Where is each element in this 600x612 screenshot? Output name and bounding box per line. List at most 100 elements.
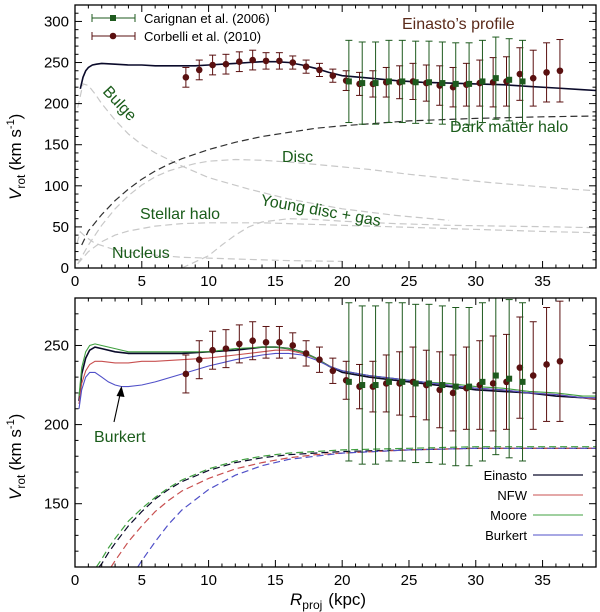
top-xtick-label: 35: [534, 273, 551, 290]
top-point-corbelli-et-al-2010: [529, 49, 537, 107]
bot-xtick-label: 20: [334, 572, 351, 589]
marker-square: [385, 78, 392, 85]
marker-square: [479, 78, 486, 85]
bottom-y-axis-label: Vrot (km s-1): [5, 414, 28, 500]
bot-series-einasto-total: [78, 346, 596, 401]
marker-circle: [556, 357, 564, 365]
top-xtick-label: 10: [200, 273, 217, 290]
top-ytick-label: 300: [44, 13, 69, 30]
marker-circle: [329, 72, 337, 79]
top-point-carignan-et-al-2006: [398, 39, 406, 124]
xlabel-unit: (kpc): [328, 590, 366, 609]
top-point-carignan-et-al-2006: [505, 38, 513, 122]
legend-nfw-label: NFW: [497, 488, 527, 503]
top-series-young-disc-gas: [181, 218, 596, 268]
bot-point-corbelli-et-al-2010: [195, 340, 203, 380]
bottom-x-axis-label: Rproj (kpc): [290, 590, 366, 612]
bot-point-corbelli-et-al-2010: [516, 316, 524, 419]
marker-circle: [543, 361, 550, 368]
top-series-dark-matter-halo: [81, 115, 596, 246]
bot-yunit-close: ): [6, 414, 25, 420]
top-ytick-label: 100: [44, 178, 69, 195]
top-point-carignan-et-al-2006: [425, 40, 433, 124]
marker-square: [345, 78, 352, 85]
label-bulge: Bulge: [99, 83, 139, 125]
burkert-annotation: Burkert: [94, 386, 146, 446]
top-point-corbelli-et-al-2010: [195, 59, 203, 81]
marker-square: [439, 382, 446, 389]
bot-point-carignan-et-al-2006: [425, 303, 433, 464]
top-series-layer: [76, 60, 596, 268]
marker-circle: [222, 60, 230, 68]
top-xtick-label: 15: [267, 273, 284, 290]
marker-circle: [329, 367, 337, 375]
marker-circle: [316, 356, 323, 364]
marker-square: [426, 380, 433, 387]
top-point-corbelli-et-al-2010: [315, 62, 323, 78]
top-point-carignan-et-al-2006: [372, 41, 380, 125]
marker-circle: [529, 372, 537, 379]
top-plot-frame: [74, 4, 597, 269]
legend-carignan-marker: [110, 15, 116, 21]
bot-point-corbelli-et-al-2010: [249, 321, 257, 361]
top-point-corbelli-et-al-2010: [289, 55, 297, 70]
top-point-carignan-et-al-2006: [492, 36, 500, 120]
bot-series-nfw-halo: [110, 447, 596, 567]
xlabel-main: R: [290, 590, 302, 609]
top-point-corbelli-et-al-2010: [235, 51, 243, 73]
bot-point-carignan-et-al-2006: [385, 302, 393, 462]
marker-circle: [489, 380, 497, 387]
bot-series-burkert-halo: [137, 447, 596, 567]
marker-square: [359, 382, 366, 389]
bot-ytick-label: 150: [44, 496, 69, 513]
bot-series-nfw-total: [78, 349, 596, 405]
marker-circle: [182, 370, 190, 378]
bot-xtick-label: 10: [200, 572, 217, 589]
top-point-corbelli-et-al-2010: [543, 42, 551, 103]
top-legend: Carignan et al. (2006) Corbelli et al. (…: [91, 11, 270, 44]
marker-circle: [289, 59, 297, 66]
marker-square: [466, 383, 473, 390]
marker-square: [452, 80, 459, 87]
bot-point-corbelli-et-al-2010: [289, 332, 297, 359]
top-point-corbelli-et-al-2010: [182, 66, 190, 88]
bot-yunit-open: (km s: [6, 429, 25, 471]
legend-einasto-label: Einasto: [484, 468, 527, 483]
marker-square: [372, 80, 379, 87]
marker-square: [452, 383, 459, 390]
bot-point-corbelli-et-al-2010: [262, 325, 270, 359]
burkert-arrow-head: [116, 386, 125, 397]
legend-corbelli: Corbelli et al. (2010): [91, 29, 261, 44]
marker-square: [372, 382, 379, 389]
bottom-legend: Einasto NFW Moore Burkert: [484, 468, 583, 543]
top-series-disc: [77, 158, 596, 265]
marker-square: [385, 378, 392, 385]
top-point-corbelli-et-al-2010: [222, 53, 230, 75]
marker-circle: [249, 56, 256, 64]
marker-circle: [195, 356, 203, 364]
bot-series-moore-halo: [95, 446, 596, 567]
bot-point-carignan-et-al-2006: [492, 298, 500, 456]
top-series-bulge: [77, 83, 450, 221]
bot-point-carignan-et-al-2006: [398, 302, 406, 462]
bot-xtick-label: 0: [71, 572, 79, 589]
bot-point-corbelli-et-al-2010: [302, 340, 310, 367]
top-point-carignan-et-al-2006: [519, 39, 527, 124]
top-xtick-label: 0: [71, 273, 79, 290]
top-point-corbelli-et-al-2010: [556, 39, 564, 103]
marker-square: [412, 380, 419, 387]
marker-square: [492, 75, 499, 82]
top-point-carignan-et-al-2006: [345, 39, 353, 124]
marker-square: [412, 79, 419, 86]
bot-point-carignan-et-al-2006: [478, 302, 486, 462]
bot-point-corbelli-et-al-2010: [209, 330, 217, 370]
label-stellar-halo: Stellar halo: [140, 206, 220, 223]
bot-ylabel-main: V: [6, 487, 25, 500]
marker-circle: [276, 57, 283, 65]
marker-circle: [262, 57, 270, 65]
legend-moore-label: Moore: [490, 508, 527, 523]
marker-circle: [262, 339, 270, 346]
marker-circle: [516, 70, 524, 78]
top-ytick-label: 250: [44, 55, 69, 72]
bot-ytick-label: 250: [44, 337, 69, 354]
